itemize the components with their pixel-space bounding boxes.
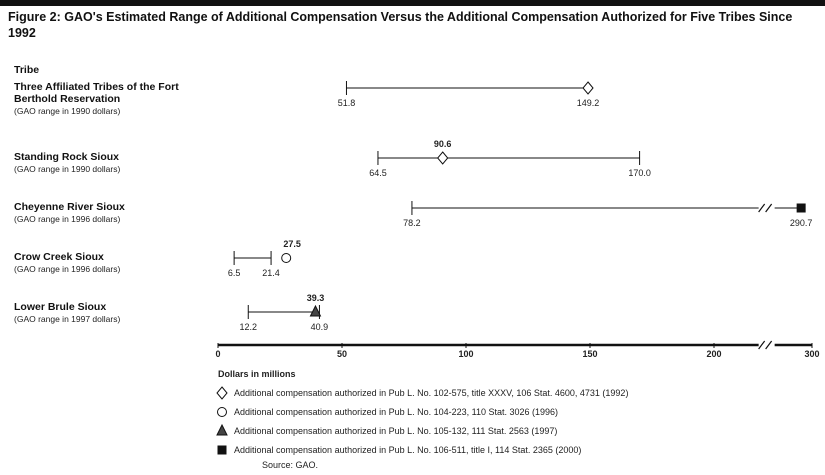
low-label: 51.8 xyxy=(338,98,356,108)
legend-label: Additional compensation authorized in Pu… xyxy=(234,388,628,398)
legend-label: Additional compensation authorized in Pu… xyxy=(234,445,581,455)
legend-label: Additional compensation authorized in Pu… xyxy=(234,407,558,417)
tribe-name: Standing Rock Sioux xyxy=(14,151,120,163)
legend-marker xyxy=(217,407,227,417)
range-note: (GAO range in 1997 dollars) xyxy=(14,314,121,324)
x-axis-label: Dollars in millions xyxy=(218,369,296,379)
authorized-marker xyxy=(437,151,449,165)
authorized-label: 39.3 xyxy=(307,293,325,303)
high-label: 21.4 xyxy=(262,268,280,278)
authorized-marker xyxy=(796,203,806,213)
break-mark xyxy=(765,340,773,350)
category-header: Tribe xyxy=(14,64,40,76)
authorized-marker xyxy=(309,304,322,317)
top-rule xyxy=(0,0,825,6)
low-label: 6.5 xyxy=(228,268,241,278)
range-note: (GAO range in 1996 dollars) xyxy=(14,264,121,274)
high-label: 290.7 xyxy=(790,218,813,228)
break-mark xyxy=(765,203,773,213)
tribe-name: Lower Brule Sioux xyxy=(14,301,107,313)
low-label: 64.5 xyxy=(369,168,387,178)
legend-label: Additional compensation authorized in Pu… xyxy=(234,426,557,436)
x-tick-label: 100 xyxy=(458,349,473,359)
low-label: 12.2 xyxy=(239,322,257,332)
high-label: 170.0 xyxy=(628,168,651,178)
source: Source: GAO. xyxy=(262,460,318,470)
x-tick-label: 150 xyxy=(582,349,597,359)
legend-marker xyxy=(216,386,228,400)
legend-marker xyxy=(217,445,227,455)
x-tick-label: 50 xyxy=(337,349,347,359)
high-label: 149.2 xyxy=(577,98,600,108)
authorized-label: 27.5 xyxy=(283,239,301,249)
range-note: (GAO range in 1990 dollars) xyxy=(14,106,121,116)
x-tick-label: 300 xyxy=(804,349,819,359)
legend-marker xyxy=(216,423,228,436)
break-gap xyxy=(758,204,775,212)
x-tick-label: 0 xyxy=(215,349,220,359)
tribe-name: Three Affiliated Tribes of the Fort Bert… xyxy=(14,81,179,105)
authorized-marker xyxy=(281,253,292,263)
tribe-name: Cheyenne River Sioux xyxy=(14,201,125,213)
high-label: 40.9 xyxy=(311,322,329,332)
range-note: (GAO range in 1996 dollars) xyxy=(14,214,121,224)
range-note: (GAO range in 1990 dollars) xyxy=(14,164,121,174)
chart-title: Figure 2: GAO's Estimated Range of Addit… xyxy=(8,10,793,40)
x-tick-label: 200 xyxy=(706,349,721,359)
break-mark xyxy=(758,203,766,213)
break-mark xyxy=(758,340,766,350)
authorized-label: 90.6 xyxy=(434,139,452,149)
break-gap xyxy=(758,341,775,349)
authorized-marker xyxy=(582,81,594,95)
low-label: 78.2 xyxy=(403,218,421,228)
tribe-name: Crow Creek Sioux xyxy=(14,251,104,263)
